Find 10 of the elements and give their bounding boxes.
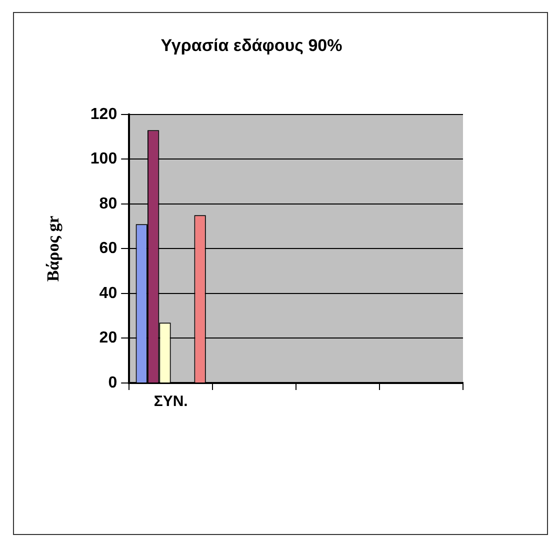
chart-title: Υγρασία εδάφους 90% [160, 36, 342, 55]
y-tick-label: 120 [90, 106, 118, 123]
y-tick-label: 0 [108, 374, 118, 392]
y-axis-title: Βάρος gr [44, 215, 63, 282]
y-tick-label: 80 [99, 195, 118, 212]
y-tick-label: 40 [99, 284, 118, 302]
x-tick-label: ΣΥΝ. [154, 393, 188, 410]
y-tick-label: 20 [99, 330, 118, 347]
y-tick-label: 100 [90, 150, 118, 168]
y-tick-label: 60 [99, 240, 118, 258]
